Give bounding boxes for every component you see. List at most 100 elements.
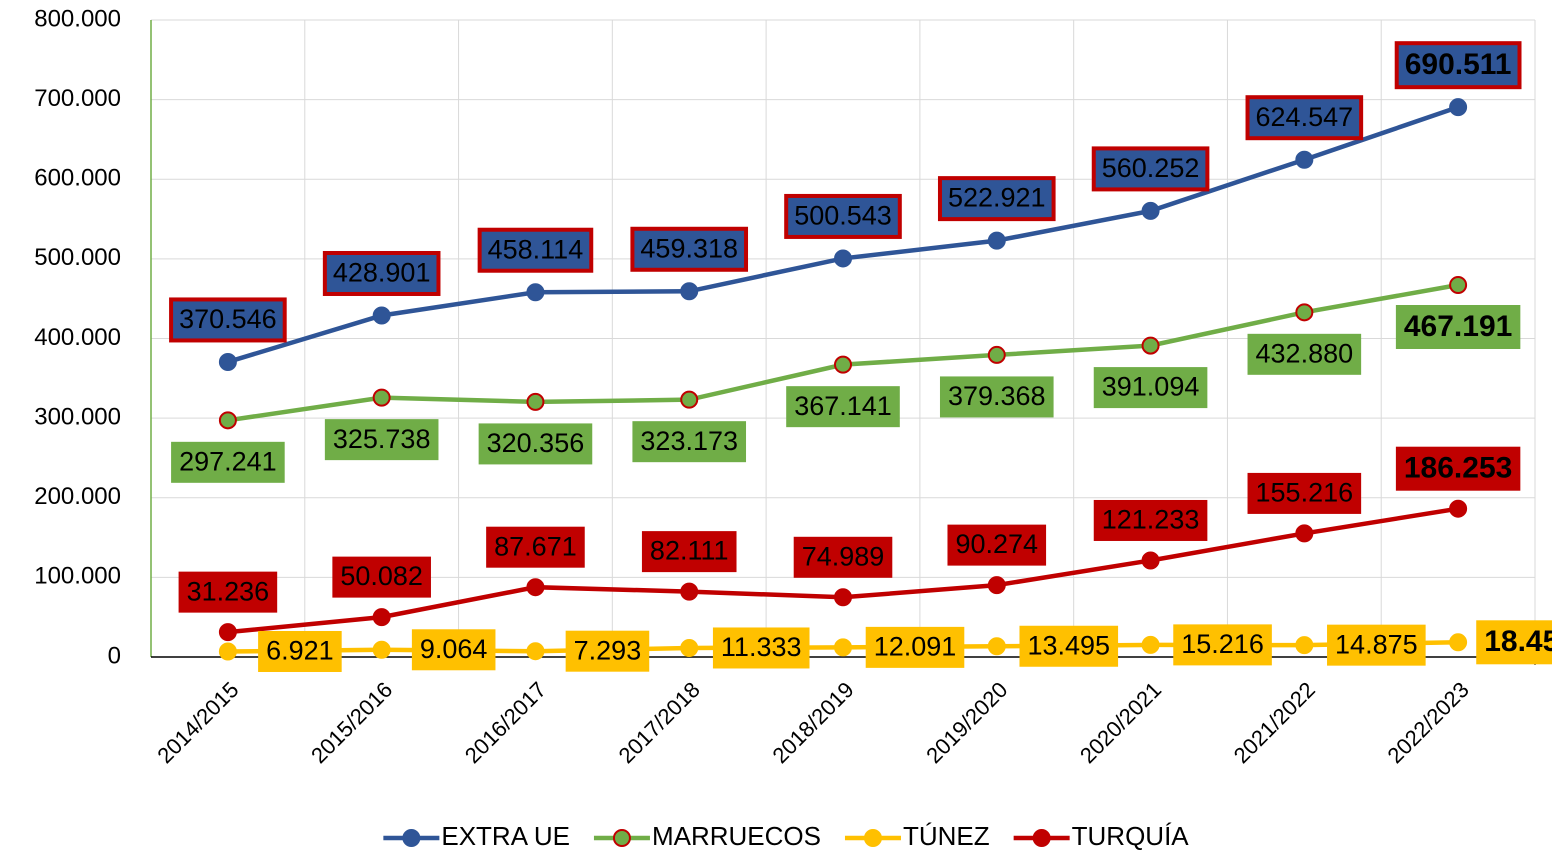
legend-label: TÚNEZ [903, 821, 990, 851]
data-label-text: 370.546 [179, 304, 277, 334]
data-label-text: 325.738 [333, 424, 431, 454]
data-label: 50.082 [332, 556, 431, 598]
data-label-box [171, 441, 285, 483]
data-label-text: 9.064 [420, 634, 488, 664]
data-label: 432.880 [1247, 333, 1362, 375]
data-label: 12.091 [865, 626, 965, 668]
data-point [526, 283, 545, 302]
y-tick-label: 700.000 [34, 85, 121, 112]
data-label-box [1327, 624, 1426, 666]
data-label-text: 186.253 [1404, 452, 1512, 485]
data-label: 186.253 [1395, 446, 1521, 491]
data-label-box [169, 297, 287, 343]
data-label-text: 297.241 [179, 446, 277, 476]
data-label-text: 500.543 [794, 201, 892, 231]
data-label: 522.921 [937, 176, 1056, 222]
data-label-text: 18.458 [1484, 625, 1552, 658]
data-point [1449, 98, 1468, 117]
data-label-text: 391.094 [1102, 372, 1200, 402]
data-label-box [1395, 446, 1521, 491]
data-label-text: 522.921 [948, 183, 1046, 213]
data-point [680, 638, 699, 657]
legend: EXTRA UE MARRUECOS TÚNEZ TURQUÍA [383, 821, 1189, 851]
data-point [680, 390, 699, 409]
data-label-text: 432.880 [1256, 338, 1354, 368]
y-tick-label: 800.000 [34, 5, 121, 32]
data-label: 459.318 [630, 226, 749, 272]
data-label: 325.738 [324, 419, 439, 461]
data-label: 155.216 [1247, 472, 1362, 514]
data-point [1449, 633, 1468, 652]
data-label-text: 13.495 [1027, 630, 1110, 660]
data-label: 560.252 [1091, 146, 1210, 192]
data-label-text: 12.091 [874, 631, 957, 661]
legend-label: TURQUÍA [1072, 821, 1190, 851]
data-point [372, 388, 391, 407]
data-label: 121.233 [1093, 499, 1208, 541]
data-point [218, 411, 237, 430]
legend-marker [612, 829, 631, 847]
data-point [1449, 275, 1468, 294]
data-point [218, 352, 237, 371]
data-point [834, 249, 852, 268]
data-label-box [1394, 41, 1522, 90]
data-label-box [478, 423, 593, 465]
data-label-box [1173, 624, 1272, 666]
data-label-box [865, 626, 965, 668]
legend-label: MARRUECOS [652, 821, 821, 851]
data-label: 323.173 [632, 421, 747, 463]
data-point [218, 623, 237, 642]
data-label-box [324, 419, 439, 461]
data-point [1295, 636, 1314, 655]
x-tick-label: 2016/2017 [460, 677, 551, 768]
data-label-text: 50.082 [340, 561, 423, 591]
data-point [1141, 336, 1160, 355]
data-label-box [937, 176, 1056, 222]
data-label-text: 459.318 [640, 233, 738, 263]
data-point [526, 578, 545, 597]
x-tick-label: 2021/2022 [1229, 677, 1320, 768]
data-label-box [784, 193, 902, 239]
data-point [834, 588, 852, 607]
data-label-box [322, 250, 441, 296]
data-label-text: 121.233 [1102, 505, 1200, 535]
data-point [1141, 551, 1160, 570]
data-label-box [1476, 620, 1552, 665]
data-point [526, 642, 545, 661]
data-label: 367.141 [786, 386, 900, 428]
data-point [834, 355, 852, 374]
data-label-text: 367.141 [794, 391, 892, 421]
data-label: 74.989 [793, 536, 893, 578]
data-label-text: 690.511 [1405, 48, 1512, 81]
x-tick-label: 2017/2018 [614, 677, 705, 768]
data-label-box [178, 571, 278, 613]
data-label-text: 323.173 [640, 426, 738, 456]
data-label-text: 458.114 [488, 234, 584, 264]
data-label-text: 379.368 [948, 381, 1046, 411]
data-label: 690.511 [1394, 41, 1522, 90]
data-label-box [332, 556, 431, 598]
data-point [1449, 499, 1468, 518]
y-tick-label: 200.000 [34, 483, 121, 510]
data-label-box [632, 421, 747, 463]
data-label-box [1247, 472, 1362, 514]
data-point [680, 582, 699, 601]
data-label: 467.191 [1395, 304, 1521, 349]
data-label-box [1091, 146, 1210, 192]
y-tick-label: 100.000 [34, 563, 121, 590]
data-label-text: 624.547 [1256, 102, 1354, 132]
data-label-box [641, 531, 737, 573]
data-label-text: 74.989 [802, 541, 885, 571]
y-tick-label: 300.000 [34, 403, 121, 430]
data-label-box [1247, 333, 1362, 375]
data-point [1295, 303, 1314, 322]
data-label: 15.216 [1173, 624, 1272, 666]
legend-marker [1032, 829, 1051, 847]
data-label: 370.546 [169, 297, 287, 343]
data-label-text: 11.333 [721, 632, 802, 662]
data-point [1295, 150, 1314, 169]
data-label: 18.458 [1476, 620, 1552, 665]
data-label: 6.921 [258, 630, 342, 672]
data-label: 320.356 [478, 423, 593, 465]
